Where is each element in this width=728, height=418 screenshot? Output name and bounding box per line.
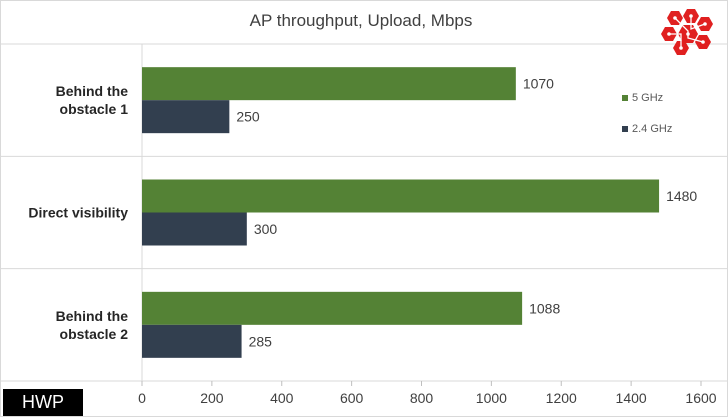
- bar-2-4ghz: [142, 324, 242, 358]
- x-tick-label: 200: [200, 390, 224, 406]
- chart-title: AP throughput, Upload, Mbps: [250, 11, 473, 30]
- bar-5ghz: [142, 291, 523, 325]
- category-label: Behind the obstacle 1: [56, 83, 129, 117]
- data-label: 1070: [523, 76, 554, 92]
- category-label: Behind the obstacle 2: [56, 308, 129, 342]
- bar-2-4ghz: [142, 212, 247, 246]
- legend-label: 5 GHz: [632, 92, 663, 104]
- bar-2-4ghz: [142, 100, 230, 134]
- hexagon-network-logo-icon: [661, 9, 713, 55]
- category-label: Direct visibility: [28, 205, 128, 221]
- bars: [142, 67, 660, 358]
- x-tick-label: 1200: [546, 390, 577, 406]
- labels: 1070 250 Behind the obstacle 1 1480 300 Direct…: [28, 76, 716, 406]
- data-label: 1480: [666, 188, 697, 204]
- x-tick-label: 1600: [685, 390, 716, 406]
- x-tick-label: 0: [138, 390, 146, 406]
- legend-label: 2.4 GHz: [632, 123, 672, 135]
- bar-5ghz: [142, 67, 516, 101]
- x-tick-label: 800: [410, 390, 434, 406]
- data-label: 1088: [529, 300, 560, 316]
- bar-5ghz: [142, 179, 660, 213]
- legend-swatch: [622, 95, 628, 101]
- data-label: 300: [254, 221, 278, 237]
- legend: 5 GHz 2.4 GHz: [622, 92, 672, 135]
- x-tick-label: 400: [270, 390, 294, 406]
- data-label: 250: [236, 109, 260, 125]
- x-tick-label: 1000: [476, 390, 507, 406]
- watermark-badge: HWP: [3, 389, 83, 416]
- x-tick-label: 1400: [616, 390, 647, 406]
- legend-swatch: [622, 126, 628, 132]
- x-tick-label: 600: [340, 390, 364, 406]
- data-label: 285: [249, 333, 273, 349]
